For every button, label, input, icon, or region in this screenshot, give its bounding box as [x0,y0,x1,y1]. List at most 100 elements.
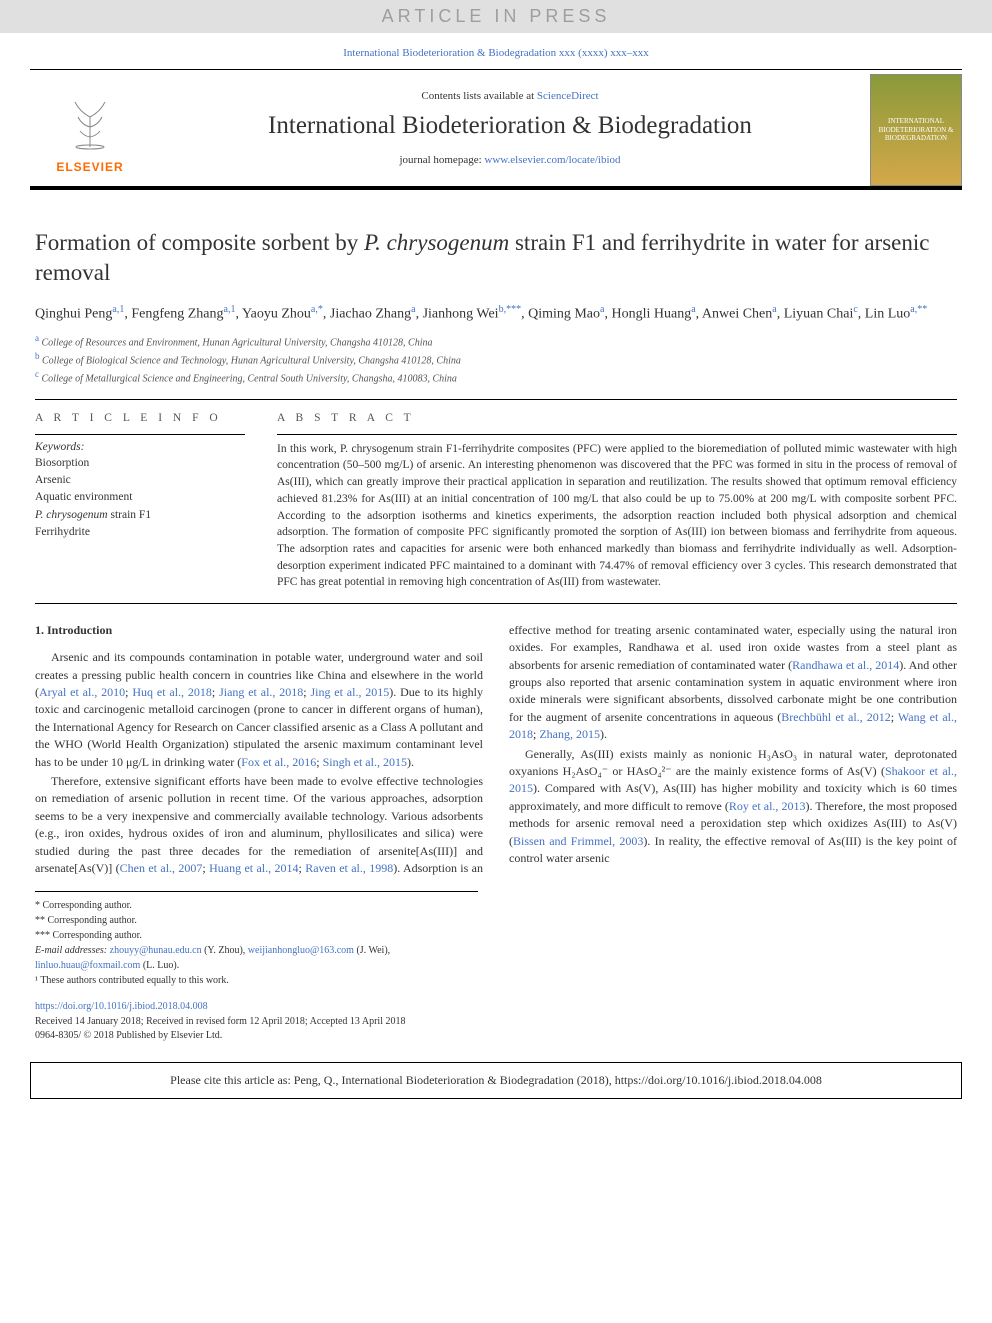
author-7-sup[interactable]: a [691,304,695,315]
ref-chen[interactable]: Chen et al., 2007 [120,861,203,875]
author-4: Jiachao Zhang [330,306,411,321]
publisher-logo-block: ELSEVIER [30,87,150,174]
separator [35,399,957,400]
ref-huq[interactable]: Huq et al., 2018 [132,685,212,699]
running-head: International Biodeterioration & Biodegr… [0,33,992,69]
ref-aryal[interactable]: Aryal et al., 2010 [39,685,125,699]
kw-3: Aquatic environment [35,489,245,506]
ref-fox[interactable]: Fox et al., 2016 [241,755,316,769]
author-7: Hongli Huang [611,306,691,321]
p2a: Therefore, extensive significant efforts… [35,774,483,875]
ref-jing[interactable]: Jing et al., 2015 [310,685,389,699]
author-list: Qinghui Penga,1, Fengfeng Zhanga,1, Yaoy… [35,302,957,326]
journal-cover-thumb: INTERNATIONAL BIODETERIORATION & BIODEGR… [870,74,962,186]
abstract-block: A B S T R A C T In this work, P. chrysog… [277,412,957,591]
article-title: Formation of composite sorbent by P. chr… [35,228,957,288]
header-center: Contents lists available at ScienceDirec… [150,84,870,176]
equal-contrib: ¹ These authors contributed equally to t… [35,973,478,988]
keywords-label: Keywords: [35,441,245,453]
kw-4-tail: strain F1 [108,509,151,521]
cover-text: INTERNATIONAL BIODETERIORATION & BIODEGR… [871,117,961,142]
ref-huang[interactable]: Huang et al., 2014 [209,861,298,875]
contents-line: Contents lists available at ScienceDirec… [150,90,870,102]
artinfo-label: A R T I C L E I N F O [35,412,245,424]
corr-2: ** Corresponding author. [35,913,478,928]
kw-1: Biosorption [35,455,245,472]
title-part1: Formation of composite sorbent by [35,230,364,255]
author-10-sup[interactable]: a,** [910,304,927,315]
citation-box: Please cite this article as: Peng, Q., I… [30,1062,962,1099]
doi-link[interactable]: https://doi.org/10.1016/j.ibiod.2018.04.… [35,1001,208,1012]
p2f: ; [891,710,898,724]
e3s: (L. Luo). [140,960,179,971]
author-8: Anwei Chen [702,306,772,321]
ref-singh[interactable]: Singh et al., 2015 [323,755,407,769]
e2s: (J. Wei), [354,945,390,956]
e1s: (Y. Zhou), [202,945,248,956]
p1g: ). [407,755,414,769]
title-italic: P. chrysogenum [364,230,509,255]
author-1-sup[interactable]: a,1 [112,304,124,315]
ref-bissen[interactable]: Bissen and Frimmel, 2003 [513,834,643,848]
abstract-label: A B S T R A C T [277,412,957,424]
homepage-line: journal homepage: www.elsevier.com/locat… [150,154,870,166]
author-1: Qinghui Peng [35,306,112,321]
separator-2 [35,603,957,604]
intro-p1: Arsenic and its compounds contamination … [35,649,483,771]
author-8-sup[interactable]: a [772,304,776,315]
corr-3: *** Corresponding author. [35,928,478,943]
affil-c: c College of Metallurgical Science and E… [35,368,957,386]
ref-roy[interactable]: Roy et al., 2013 [729,799,806,813]
journal-header: ELSEVIER Contents lists available at Sci… [30,69,962,190]
article-info: A R T I C L E I N F O Keywords: Biosorpt… [35,412,245,591]
author-9-sup[interactable]: c [853,304,857,315]
intro-heading: 1. Introduction [35,622,483,639]
homepage-prefix: journal homepage: [399,154,484,166]
author-5-sup[interactable]: b,*** [499,304,522,315]
author-3-sup[interactable]: a,* [311,304,323,315]
intro-p3: Generally, As(III) exists mainly as noni… [509,746,957,868]
affil-a: a College of Resources and Environment, … [35,332,957,350]
email-2[interactable]: weijianhongluo@163.com [248,945,354,956]
ref-randhawa[interactable]: Randhawa et al., 2014 [792,658,899,672]
author-6-sup[interactable]: a [600,304,604,315]
ref-brechbuhl[interactable]: Brechbühl et al., 2012 [781,710,890,724]
homepage-link[interactable]: www.elsevier.com/locate/ibiod [484,154,620,166]
abstract-text: In this work, P. chrysogenum strain F1-f… [277,441,957,591]
kw-5: Ferrihydrite [35,524,245,541]
email-1[interactable]: zhouyy@hunau.edu.cn [110,945,202,956]
email-3[interactable]: linluo.huau@foxmail.com [35,960,140,971]
keywords-list: Biosorption Arsenic Aquatic environment … [35,455,245,541]
sciencedirect-link[interactable]: ScienceDirect [537,90,599,102]
affil-b: b College of Biological Science and Tech… [35,350,957,368]
author-4-sup[interactable]: a [411,304,415,315]
ref-raven[interactable]: Raven et al., 1998 [305,861,393,875]
info-abstract-row: A R T I C L E I N F O Keywords: Biosorpt… [35,412,957,591]
received-line: Received 14 January 2018; Received in re… [35,1015,957,1030]
p1c: ; [212,685,219,699]
doi-block: https://doi.org/10.1016/j.ibiod.2018.04.… [35,1000,957,1044]
p2h: ). [600,727,607,741]
author-10: Lin Luo [865,306,911,321]
abstract-sep [277,434,957,435]
copyright-line: 0964-8305/ © 2018 Published by Elsevier … [35,1029,957,1044]
body-columns: 1. Introduction Arsenic and its compound… [35,622,957,877]
running-head-link[interactable]: International Biodeterioration & Biodegr… [343,47,649,59]
affiliations: a College of Resources and Environment, … [35,332,957,387]
ref-jiang[interactable]: Jiang et al., 2018 [219,685,303,699]
author-2: Fengfeng Zhang [131,306,223,321]
email-line: E-mail addresses: zhouyy@hunau.edu.cn (Y… [35,943,478,973]
affil-b-text: College of Biological Science and Techno… [42,355,461,366]
affil-a-text: College of Resources and Environment, Hu… [42,337,433,348]
author-2-sup[interactable]: a,1 [224,304,236,315]
artinfo-sep [35,434,245,435]
corr-1: * Corresponding author. [35,898,478,913]
ref-zhang[interactable]: Zhang, 2015 [539,727,600,741]
journal-name: International Biodeterioration & Biodegr… [150,112,870,140]
elsevier-tree-icon [30,87,150,160]
contents-prefix: Contents lists available at [421,90,536,102]
author-6: Qiming Mao [528,306,600,321]
kw-4-italic: P. chrysogenum [35,509,108,521]
kw-2: Arsenic [35,472,245,489]
article-in-press-banner: ARTICLE IN PRESS [0,0,992,33]
